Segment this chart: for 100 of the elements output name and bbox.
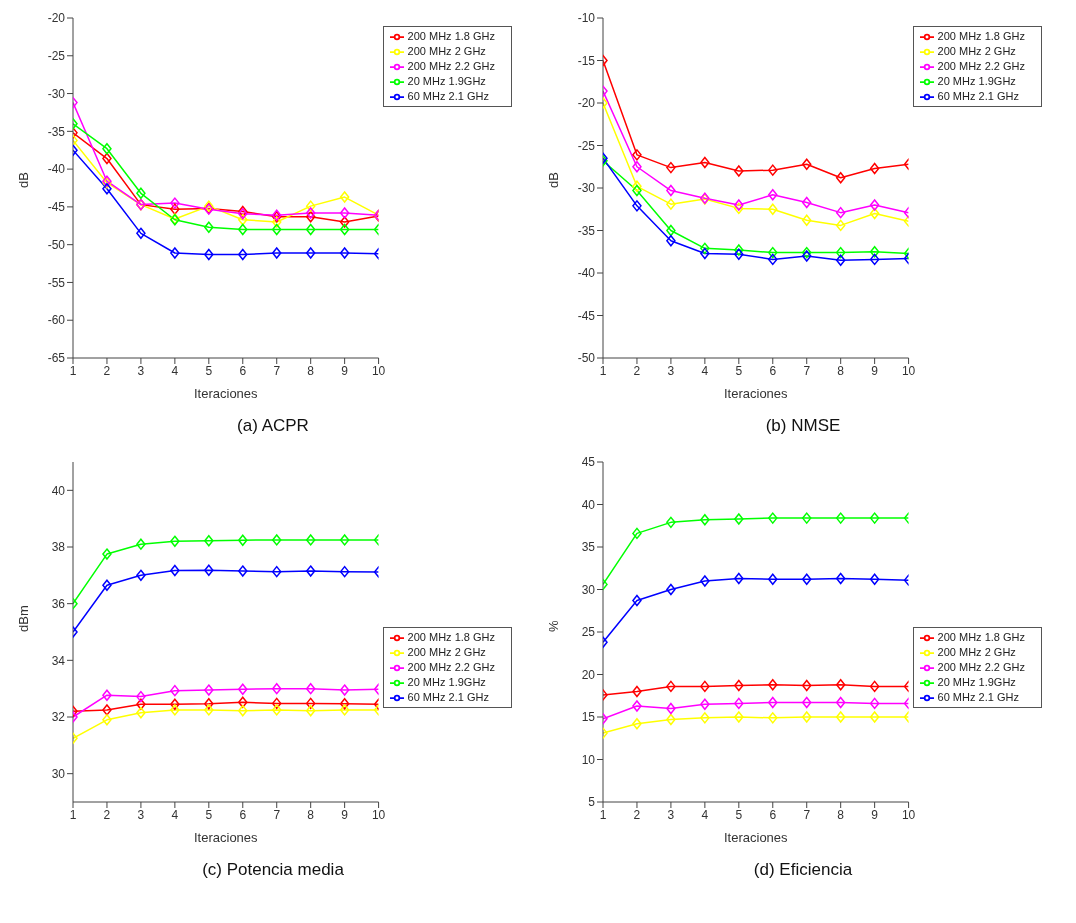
y-tick-label: -30 [47, 86, 66, 101]
legend-label: 200 MHz 1.8 GHz [407, 30, 495, 42]
legend-label: 200 MHz 2.2 GHz [407, 661, 495, 674]
x-tick-label: 2 [633, 807, 641, 822]
legend-label: 200 MHz 2.2 GHz [937, 661, 1025, 674]
legend-label: 200 MHz 2 GHz [937, 45, 1016, 58]
y-tick-label: 30 [581, 582, 596, 597]
legend-label: 200 MHz 2.2 GHz [407, 60, 495, 73]
y-tick-label: 34 [51, 653, 66, 668]
y-tick-label: -50 [577, 351, 596, 366]
legend-label: 200 MHz 2 GHz [937, 646, 1016, 659]
legend-label: 200 MHz 1.8 GHz [407, 631, 495, 643]
y-tick-label: 20 [581, 667, 596, 682]
x-tick-label: 3 [667, 807, 675, 822]
legend-label: 60 MHz 2.1 GHz [937, 90, 1019, 103]
y-tick-label: -35 [577, 223, 596, 238]
y-tick-label: -40 [47, 162, 66, 177]
legend-label: 20 MHz 1.9GHz [937, 676, 1016, 689]
x-tick-label: 5 [735, 807, 743, 822]
x-tick-label: 2 [633, 363, 641, 378]
x-tick-label: 3 [137, 807, 145, 822]
text: (c) Potencia media [201, 860, 345, 880]
legend-label: 200 MHz 1.8 GHz [937, 30, 1025, 42]
y-tick-label: -35 [47, 124, 66, 139]
text: (b) NMSE [764, 416, 842, 436]
text: (d) Eficiencia [752, 860, 854, 880]
y-tick-label: -45 [47, 200, 66, 215]
x-tick-label: 8 [837, 363, 845, 378]
x-tick-label: 1 [69, 807, 77, 822]
x-tick-label: 10 [901, 807, 916, 822]
x-tick-label: 6 [239, 807, 247, 822]
x-tick-label: 6 [769, 807, 777, 822]
y-tick-label: 15 [581, 710, 596, 725]
y-tick-label: -65 [47, 351, 66, 366]
y-tick-label: 10 [581, 752, 596, 767]
y-tick-label: -55 [47, 275, 66, 290]
legend-label: 200 MHz 2 GHz [407, 646, 486, 659]
x-axis-title: Iteraciones [193, 386, 259, 401]
y-tick-label: 35 [581, 540, 596, 555]
x-tick-label: 7 [273, 363, 281, 378]
x-tick-label: 2 [103, 807, 111, 822]
y-axis-title: dBm [15, 605, 31, 632]
legend-label: 200 MHz 1.8 GHz [937, 631, 1025, 643]
y-axis-title: dB [545, 172, 561, 188]
x-tick-label: 2 [103, 363, 111, 378]
legend-label: 20 MHz 1.9GHz [407, 676, 486, 689]
x-axis-title: Iteraciones [723, 386, 789, 401]
x-tick-label: 4 [171, 807, 179, 822]
x-tick-label: 6 [769, 363, 777, 378]
legend-label: 200 MHz 2.2 GHz [937, 60, 1025, 73]
x-tick-label: 1 [599, 807, 607, 822]
y-tick-label: -25 [47, 49, 66, 64]
legend-label: 60 MHz 2.1 GHz [937, 691, 1019, 704]
y-tick-label: -45 [577, 308, 596, 323]
legend-label: 200 MHz 2 GHz [407, 45, 486, 58]
y-tick-label: -50 [47, 237, 66, 252]
legend-label: 20 MHz 1.9GHz [407, 75, 486, 88]
y-tick-label: -10 [577, 11, 596, 26]
x-tick-label: 6 [239, 363, 247, 378]
x-tick-label: 5 [735, 363, 743, 378]
y-tick-label: -15 [577, 53, 596, 68]
y-tick-label: -20 [47, 11, 66, 26]
y-tick-label: 38 [51, 540, 66, 555]
y-tick-label: 40 [581, 497, 596, 512]
x-tick-label: 10 [901, 363, 916, 378]
x-axis-title: Iteraciones [193, 830, 259, 845]
y-axis-title: dB [15, 172, 31, 188]
y-tick-label: -30 [577, 181, 596, 196]
x-tick-label: 1 [69, 363, 77, 378]
x-tick-label: 7 [273, 807, 281, 822]
x-tick-label: 8 [307, 807, 315, 822]
y-tick-label: 40 [51, 483, 66, 498]
x-tick-label: 4 [701, 807, 709, 822]
x-tick-label: 9 [871, 363, 879, 378]
y-axis-title: % [545, 620, 561, 632]
x-tick-label: 4 [171, 363, 179, 378]
legend-label: 20 MHz 1.9GHz [937, 75, 1016, 88]
x-tick-label: 3 [667, 363, 675, 378]
y-tick-label: 25 [581, 625, 596, 640]
x-tick-label: 9 [341, 807, 349, 822]
x-tick-label: 4 [701, 363, 709, 378]
x-tick-label: 10 [371, 807, 386, 822]
y-tick-label: -60 [47, 313, 66, 328]
y-tick-label: 36 [51, 596, 66, 611]
y-tick-label: -25 [577, 138, 596, 153]
x-tick-label: 9 [871, 807, 879, 822]
y-tick-label: 30 [51, 766, 66, 781]
legend-label: 60 MHz 2.1 GHz [407, 90, 489, 103]
x-tick-label: 8 [307, 363, 315, 378]
text: (a) ACPR [236, 416, 310, 436]
legend-label: 60 MHz 2.1 GHz [407, 691, 489, 704]
y-tick-label: 45 [581, 455, 596, 470]
x-tick-label: 8 [837, 807, 845, 822]
y-tick-label: 32 [51, 710, 66, 725]
y-tick-label: 5 [588, 795, 596, 810]
x-tick-label: 5 [205, 807, 213, 822]
x-tick-label: 7 [803, 807, 811, 822]
x-tick-label: 5 [205, 363, 213, 378]
x-tick-label: 10 [371, 363, 386, 378]
y-tick-label: -20 [577, 96, 596, 111]
